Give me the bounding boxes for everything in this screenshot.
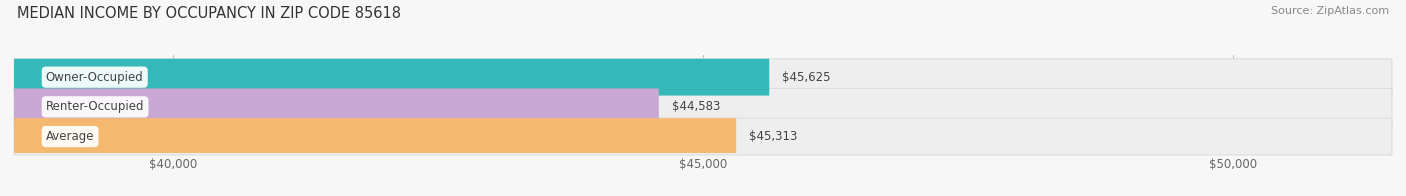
- Text: $45,625: $45,625: [782, 71, 831, 84]
- Text: Average: Average: [46, 130, 94, 143]
- Text: Source: ZipAtlas.com: Source: ZipAtlas.com: [1271, 6, 1389, 16]
- Bar: [14, 68, 1392, 86]
- FancyBboxPatch shape: [14, 118, 1392, 155]
- FancyBboxPatch shape: [14, 88, 659, 125]
- Bar: [14, 127, 1392, 146]
- FancyBboxPatch shape: [14, 118, 737, 155]
- Text: Owner-Occupied: Owner-Occupied: [46, 71, 143, 84]
- Text: MEDIAN INCOME BY OCCUPANCY IN ZIP CODE 85618: MEDIAN INCOME BY OCCUPANCY IN ZIP CODE 8…: [17, 6, 401, 21]
- Text: $45,313: $45,313: [749, 130, 797, 143]
- Bar: [14, 68, 769, 86]
- Bar: [14, 127, 737, 146]
- Bar: [14, 98, 659, 116]
- FancyBboxPatch shape: [14, 59, 769, 96]
- Text: Renter-Occupied: Renter-Occupied: [46, 100, 145, 113]
- Bar: [14, 98, 1392, 116]
- Text: $44,583: $44,583: [672, 100, 720, 113]
- FancyBboxPatch shape: [14, 59, 1392, 96]
- FancyBboxPatch shape: [14, 88, 1392, 125]
